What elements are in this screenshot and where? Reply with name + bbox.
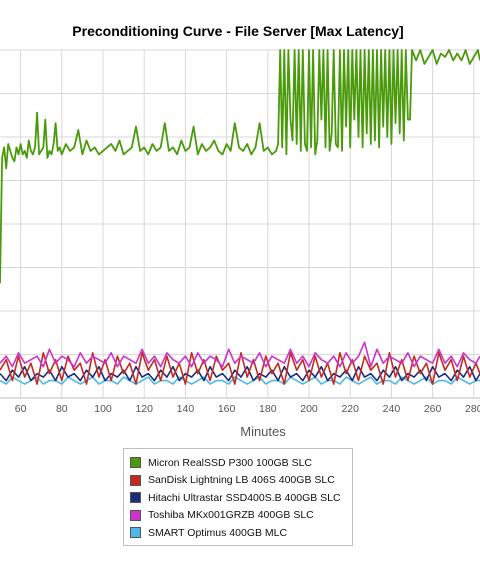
grid [0,49,480,399]
x-tick-label: 240 [383,403,401,415]
legend-item: SanDisk Lightning LB 406S 400GB SLC [130,472,352,490]
series-line-1 [0,49,480,284]
legend-item: Toshiba MKx001GRZB 400GB SLC [130,507,352,525]
legend-swatch [130,457,141,469]
legend-label: Micron RealSSD P300 100GB SLC [148,456,312,469]
x-tick-label: 140 [177,403,195,415]
legend-item: Hitachi Ultrastar SSD400S.B 400GB SLC [130,489,352,507]
x-tick-label: 160 [218,403,236,415]
legend-item: SMART Optimus 400GB MLC [130,524,352,542]
legend-item: Micron RealSSD P300 100GB SLC [130,454,352,472]
x-axis-label: Minutes [240,424,286,439]
series-line-2 [0,351,480,385]
series-layer [0,49,480,385]
x-tick-label: 220 [341,403,359,415]
legend-swatch [130,527,141,539]
series-line-3 [0,365,480,382]
legend-label: SanDisk Lightning LB 406S 400GB SLC [148,474,335,487]
legend-label: Toshiba MKx001GRZB 400GB SLC [148,509,314,522]
x-tick-label: 80 [56,403,68,415]
legend-swatch [130,509,141,521]
x-tick-label: 100 [94,403,112,415]
legend-label: Hitachi Ultrastar SSD400S.B 400GB SLC [148,491,341,504]
x-tick-labels: 60 80 100 120 140 160 180 200 220 240 260 280 [15,403,480,415]
x-tick-label: 120 [135,403,153,415]
legend: Micron RealSSD P300 100GB SLC SanDisk Lig… [123,448,353,546]
legend-swatch [130,492,141,504]
x-tick-label: 260 [424,403,442,415]
x-tick-label: 280 [465,403,480,415]
x-tick-label: 200 [300,403,318,415]
x-tick-label: 180 [259,403,277,415]
x-tick-label: 60 [15,403,27,415]
legend-swatch [130,474,141,486]
series-line-4 [0,341,480,368]
series-line-5 [0,376,480,385]
chart-title: Preconditioning Curve - File Server [Max… [72,23,403,39]
legend-label: SMART Optimus 400GB MLC [148,526,288,539]
